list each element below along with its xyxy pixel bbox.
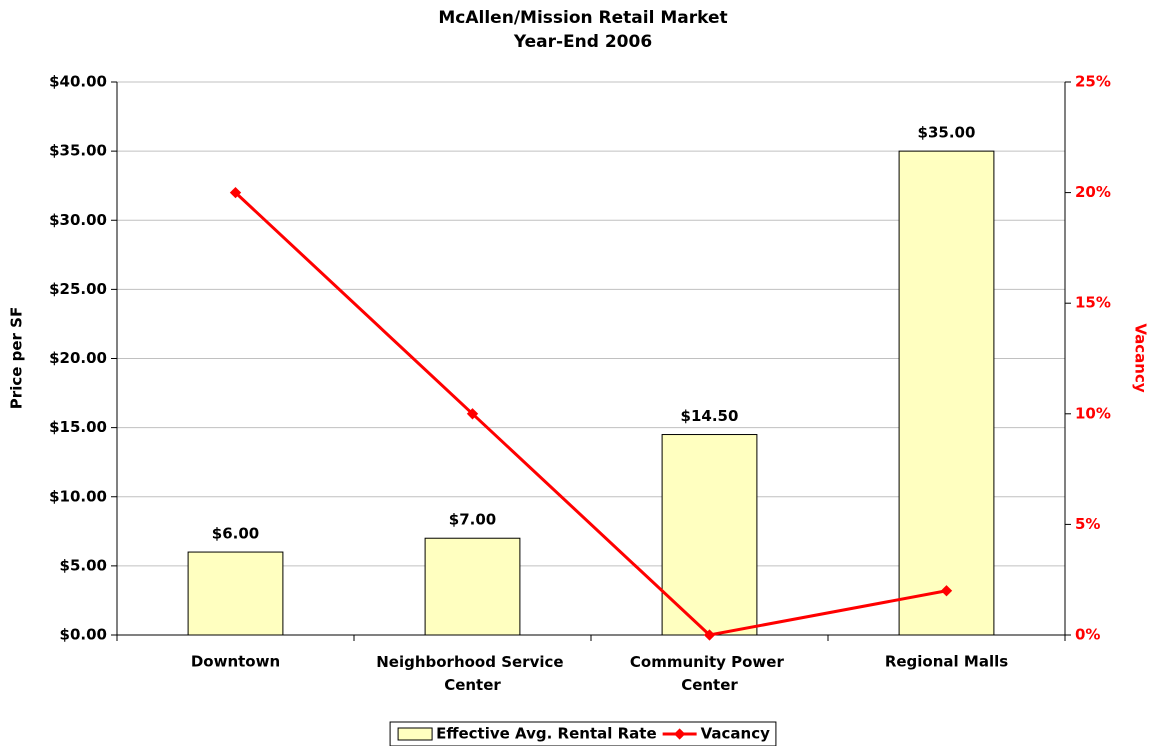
legend-label: Effective Avg. Rental Rate xyxy=(436,725,657,743)
x-tick-label: Neighborhood Service Center xyxy=(376,653,569,694)
y2-tick-label: 10% xyxy=(1075,404,1111,422)
marker xyxy=(940,585,953,597)
chart-subtitle: Year-End 2006 xyxy=(513,32,652,52)
legend-label: Vacancy xyxy=(701,725,770,743)
x-tick-label: Regional Malls xyxy=(885,653,1008,671)
x-tick-label: Community Power Center xyxy=(630,653,789,694)
y-tick-label: $35.00 xyxy=(49,142,107,160)
data-label: $14.50 xyxy=(681,407,739,425)
bar xyxy=(898,150,995,636)
marker xyxy=(703,629,716,641)
legend-marker xyxy=(673,728,686,740)
y-axis-label: Price per SF xyxy=(8,307,26,409)
legend-swatch xyxy=(397,727,433,741)
line xyxy=(234,191,947,637)
y-tick-label: $30.00 xyxy=(49,211,107,229)
y2-tick-label: 5% xyxy=(1075,515,1100,533)
data-label: $7.00 xyxy=(449,511,496,529)
marker xyxy=(229,186,242,199)
data-label: $35.00 xyxy=(918,124,976,142)
legend-box xyxy=(389,721,777,746)
y-tick-label: $10.00 xyxy=(49,487,107,505)
y2-tick-label: 25% xyxy=(1075,73,1111,91)
bar xyxy=(187,551,284,636)
chart-title: McAllen/Mission Retail Market xyxy=(438,8,727,28)
y-tick-label: $25.00 xyxy=(49,280,107,298)
y2-axis-label: Vacancy xyxy=(1132,323,1150,392)
marker xyxy=(466,408,479,420)
y-tick-label: $20.00 xyxy=(49,349,107,367)
y2-tick-label: 20% xyxy=(1075,183,1111,201)
x-tick-label: Downtown xyxy=(191,653,280,671)
y-tick-label: $15.00 xyxy=(49,418,107,436)
bar xyxy=(661,434,758,636)
legend: Effective Avg. Rental Rate Vacancy xyxy=(389,721,777,746)
data-label: $6.00 xyxy=(212,525,259,543)
y2-tick-label: 0% xyxy=(1075,626,1100,644)
bar xyxy=(424,537,521,636)
y-tick-label: $40.00 xyxy=(49,73,107,91)
y-tick-label: $0.00 xyxy=(60,626,107,644)
y-tick-label: $5.00 xyxy=(60,556,107,574)
y2-tick-label: 15% xyxy=(1075,294,1111,312)
